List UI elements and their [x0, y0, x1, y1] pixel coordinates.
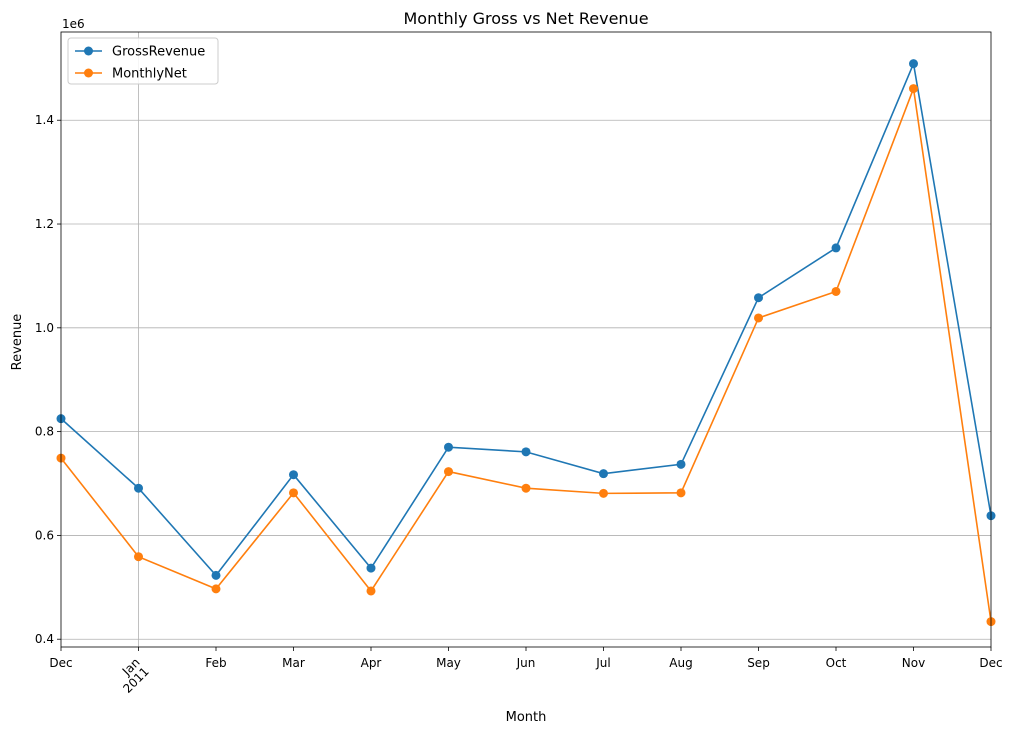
- x-tick-label: Dec: [979, 656, 1002, 670]
- monthlynet-point: [831, 286, 841, 296]
- x-axis: Dec Jan2011 Feb Mar Apr May Jun Jul Aug Sep Oct Nov…: [49, 647, 1003, 696]
- x-tick-label: Sep: [747, 656, 770, 670]
- grossrevenue-point: [134, 483, 143, 493]
- grossrevenue-point: [909, 59, 918, 69]
- monthlynet-point: [444, 467, 453, 477]
- monthlynet-point: [211, 584, 221, 594]
- legend-box: [67, 37, 219, 85]
- grossrevenue-point: [521, 447, 531, 457]
- y-tick-label: 0.8: [35, 425, 54, 439]
- grid-lines: [61, 32, 991, 647]
- monthlynet-legend-marker: [84, 68, 93, 78]
- monthlynet-point: [599, 488, 608, 498]
- x-tick-label: Dec: [49, 656, 72, 670]
- series-layer: [56, 59, 996, 627]
- monthlynet-point: [521, 483, 531, 493]
- grossrevenue-point: [754, 293, 763, 303]
- plot-frame: [60, 31, 992, 648]
- x-tick-label: Oct: [826, 656, 847, 670]
- grossrevenue-point: [211, 570, 221, 580]
- grossrevenue-legend-marker: [84, 46, 93, 56]
- grossrevenue-point: [289, 470, 298, 480]
- monthlynet-point: [909, 84, 918, 94]
- grossrevenue-point: [444, 442, 453, 452]
- y-tick-label: 0.6: [35, 528, 54, 542]
- grossrevenue-legend-label: GrossRevenue: [112, 45, 205, 60]
- legend: GrossRevenue MonthlyNet: [67, 37, 219, 85]
- y-tick-label: 1.0: [35, 321, 54, 335]
- x-tick-label: Nov: [902, 656, 925, 670]
- x-tick-label: Aug: [669, 656, 692, 670]
- x-tick-label: Mar: [282, 656, 305, 670]
- grossrevenue-point: [599, 469, 608, 479]
- monthlynet-point: [289, 488, 298, 498]
- monthlynet-legend-label: MonthlyNet: [112, 67, 187, 82]
- x-tick-label: Feb: [205, 656, 226, 670]
- y-tick-label: 1.2: [35, 217, 54, 231]
- x-tick-label: Apr: [361, 656, 382, 670]
- x-tick-label: Jan2011: [111, 655, 152, 696]
- grossrevenue-point: [676, 459, 686, 469]
- x-axis-label: Month: [506, 710, 547, 725]
- chart-title: Monthly Gross vs Net Revenue: [403, 9, 648, 28]
- monthlynet-line: [60, 85, 992, 622]
- monthlynet-point: [676, 488, 686, 498]
- monthlynet-point: [134, 552, 143, 562]
- y-multiplier-label: 1e6: [62, 17, 85, 31]
- monthlynet-point: [366, 586, 376, 596]
- grossrevenue-point: [831, 243, 841, 253]
- monthlynet-point: [754, 313, 763, 323]
- y-tick-label: 1.4: [35, 113, 54, 127]
- y-tick-label: 0.4: [35, 632, 54, 646]
- grossrevenue-point: [366, 563, 376, 573]
- y-axis-label: Revenue: [10, 314, 25, 371]
- x-tick-label: Jun: [516, 656, 536, 670]
- x-tick-label: Jul: [595, 656, 610, 670]
- y-axis: 0.4 0.6 0.8 1.0 1.2 1.4: [35, 113, 61, 646]
- x-tick-label: May: [436, 656, 461, 670]
- grossrevenue-line: [60, 60, 992, 577]
